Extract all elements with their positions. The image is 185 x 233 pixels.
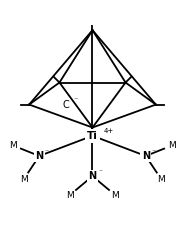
Text: ⁻: ⁻ (152, 147, 155, 156)
Text: ⁻: ⁻ (74, 96, 78, 104)
Text: Ti: Ti (87, 131, 98, 141)
Text: M: M (66, 191, 73, 200)
Text: M: M (9, 141, 17, 150)
Text: M: M (157, 175, 165, 184)
Text: 4+: 4+ (104, 128, 114, 134)
Text: N: N (142, 151, 150, 161)
Text: M: M (168, 141, 176, 150)
Text: N: N (35, 151, 43, 161)
Text: N: N (88, 171, 97, 181)
Text: M: M (112, 191, 119, 200)
Text: C: C (63, 99, 69, 110)
Text: ⁻: ⁻ (98, 167, 102, 176)
Text: M: M (20, 175, 28, 184)
Text: ⁻: ⁻ (45, 147, 49, 156)
